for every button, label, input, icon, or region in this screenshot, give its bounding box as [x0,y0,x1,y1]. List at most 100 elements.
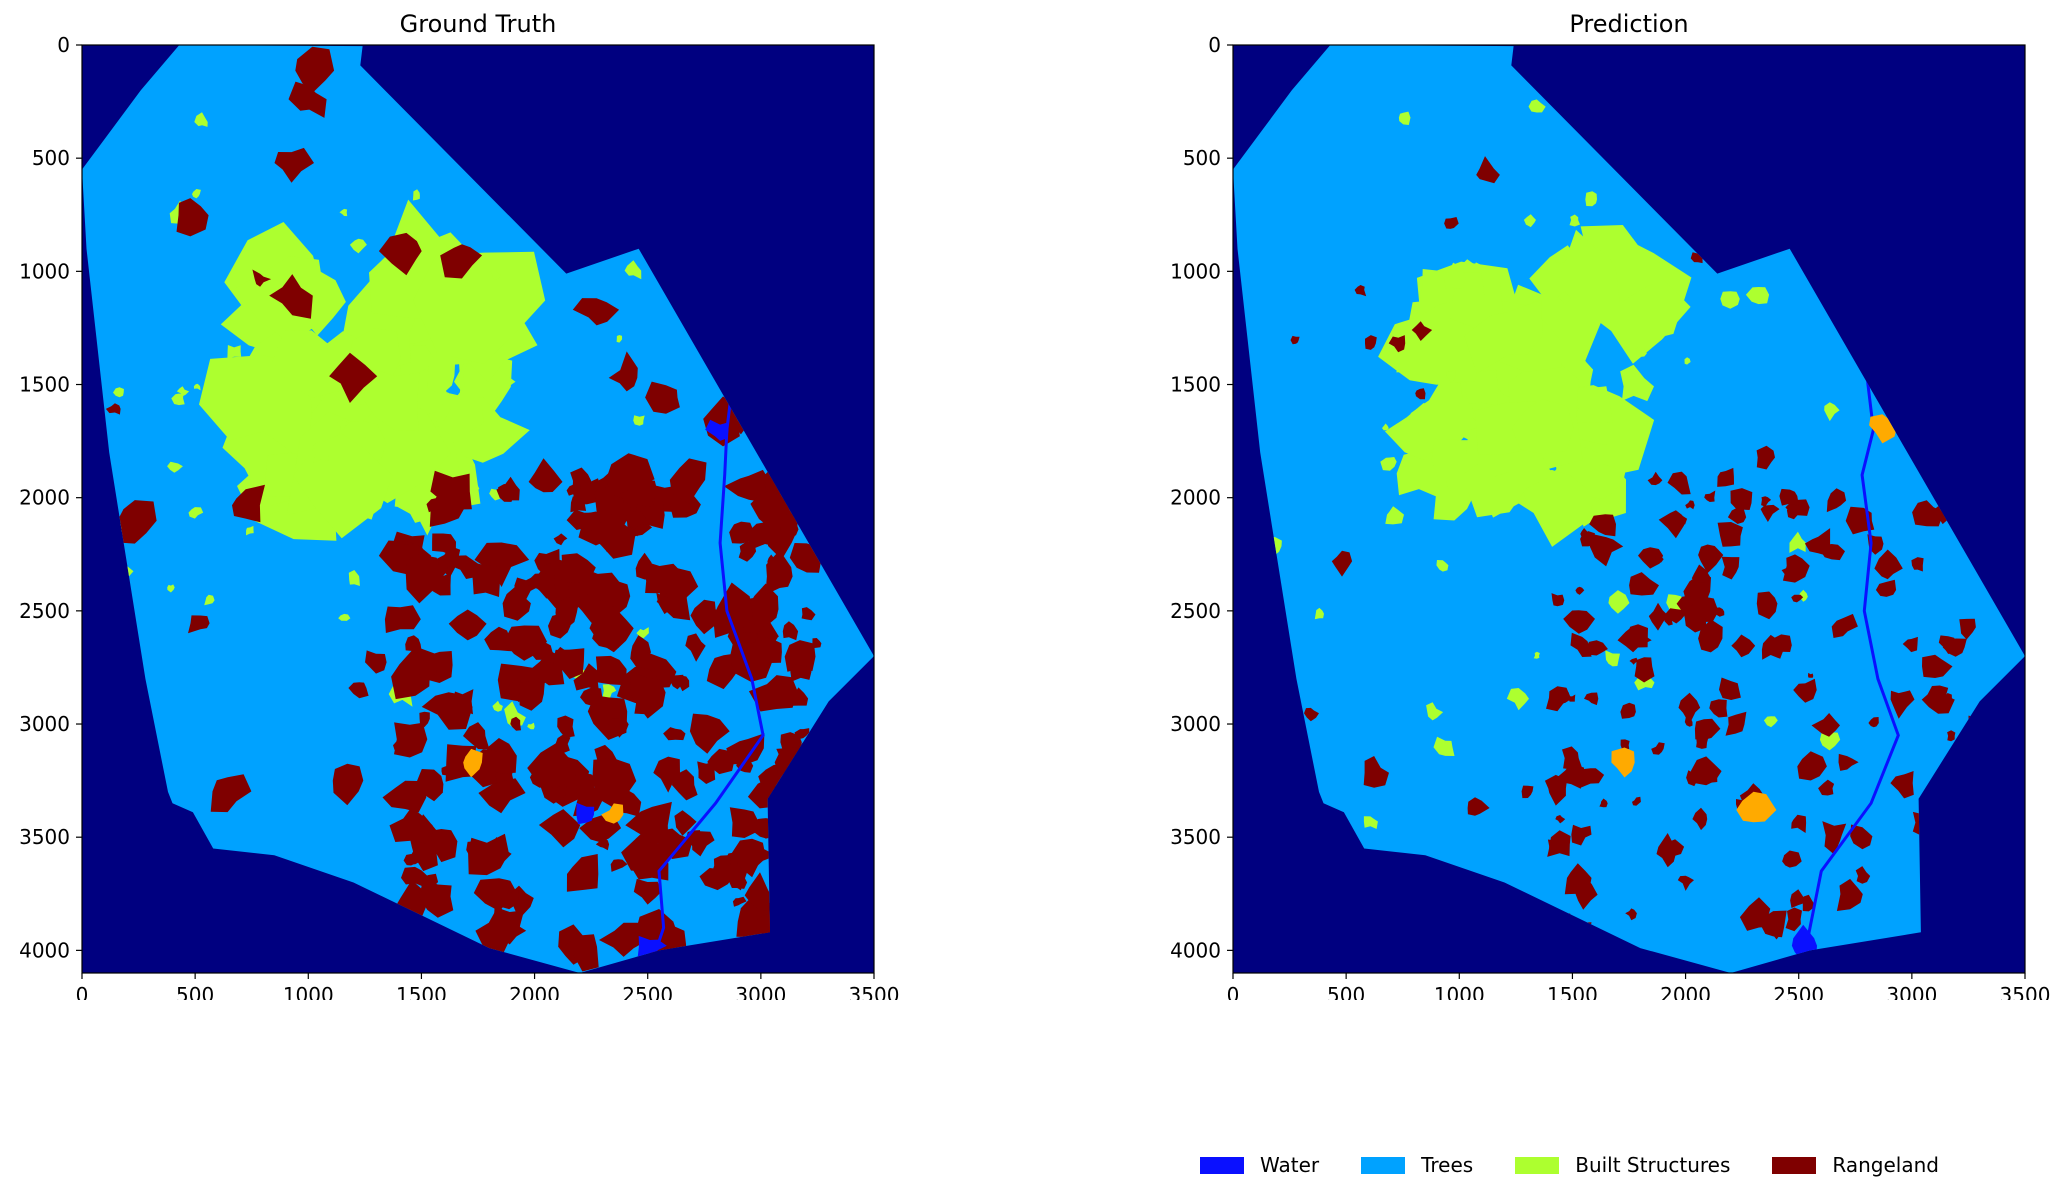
built-structures-patch [1557,291,1572,305]
rangeland-patch [724,469,773,503]
rangeland-patch [732,896,747,907]
y-tick-label: 500 [32,146,70,170]
rangeland-patch [784,640,816,672]
rangeland-patch [1875,579,1897,597]
rangeland-patch [415,769,444,802]
built-structures-patch [1523,214,1536,228]
prediction-title: Prediction [1569,10,1689,38]
built-structures-patch [227,345,242,359]
built-structures-patch [363,366,420,431]
built-structures-patch [1789,531,1806,553]
rangeland-patch [697,761,716,784]
rangeland-patch [592,758,637,808]
rangeland-patch [1678,692,1701,724]
rangeland-patch [1304,707,1319,722]
rangeland-patch [587,513,636,559]
built-structures-patch [171,393,185,406]
rangeland-patch [750,489,792,530]
y-tick-label: 3000 [1170,712,1221,736]
ground-truth-panel: Ground Truth [0,0,1000,1000]
rangeland-patch [295,46,335,94]
rangeland-patch [801,607,816,621]
rangeland-patch [530,641,554,664]
rangeland-patch [524,572,557,599]
built-structures-patch [339,208,348,217]
rangeland-patch [1902,636,1918,653]
rangeland-patch [438,557,454,573]
built-structures-patch [1554,254,1567,264]
rangeland-patch [1942,638,1967,657]
rangeland-patch [1363,756,1389,788]
rangeland-patch [401,866,430,887]
built-structures-swatch [1515,1156,1560,1174]
rangeland-patch [348,682,369,699]
rangeland-patch [1663,608,1685,624]
legend-label-built-structures: Built Structures [1575,1153,1731,1177]
rangeland-patch [210,774,252,813]
water-river [650,373,765,963]
rangeland-patch [407,848,421,865]
rangeland-patch [641,560,690,595]
rangeland-patch [405,635,423,655]
rangeland-patch [608,351,638,392]
rangeland-patch [448,609,487,641]
legend-label-trees: Trees [1421,1153,1474,1177]
rangeland-patch [1959,618,1976,640]
rangeland-patch [1785,907,1802,932]
rangeland-patch [1779,488,1799,506]
rangeland-patch [1922,654,1953,678]
rangeland-patch [690,599,717,635]
rangeland-patch [1761,634,1784,660]
rangeland-patch [1868,717,1879,728]
rangeland-patch [557,715,575,738]
land-cover-patches [1267,68,1986,962]
rangeland-patch [1556,690,1570,704]
rangeland-patch [1444,217,1459,229]
rangeland-patch [691,831,715,857]
rangeland-patch [1831,613,1858,638]
rangeland-patch [1756,591,1778,620]
rangeland-patch [1790,889,1808,908]
rangeland-patch [431,829,458,863]
y-tick-label: 3000 [19,712,70,736]
built-structures-patch [188,507,204,519]
rangeland-patch [748,675,798,712]
rangeland-patch [812,638,822,649]
rangeland-patch [746,583,779,627]
built-structures-patch [413,251,546,364]
rangeland-patch [463,722,490,750]
rangeland-patch [1850,824,1873,850]
built-structures-patch [1382,423,1389,431]
other-class-patch [601,803,624,824]
built-structures-patch [412,189,420,201]
built-structures-patch [1446,369,1456,383]
rangeland-patch [405,554,442,604]
rangeland-patch [599,922,648,957]
built-structures-patch [246,525,254,536]
rangeland-patch [1756,445,1775,470]
built-structures-patch [1819,731,1841,751]
built-structures-patch [1720,291,1740,309]
built-structures-patch [1824,402,1840,422]
rangeland-patch [1727,507,1747,524]
rangeland-patch [1684,717,1693,727]
built-structures-patch [1426,702,1444,721]
rangeland-patch [1331,550,1353,577]
rangeland-patch [1521,785,1534,799]
rangeland-patch [498,484,515,502]
rangeland-patch [1476,156,1500,184]
x-tick-label: 0 [76,983,89,1000]
rangeland-patch [419,660,437,680]
rangeland-patch [1874,549,1903,580]
rangeland-patch [1717,522,1743,547]
x-tick-label: 3000 [1886,983,1937,1000]
rangeland-patch [561,553,596,583]
rangeland-patch [744,872,774,912]
x-tick-label: 2500 [1773,983,1824,1000]
built-structures-patch [1763,716,1778,728]
x-tick-label: 1500 [396,983,447,1000]
rangeland-patch [538,809,581,848]
rangeland-patch [519,677,546,711]
y-tick-label: 2000 [19,486,70,510]
built-structures-patch [1314,607,1324,620]
